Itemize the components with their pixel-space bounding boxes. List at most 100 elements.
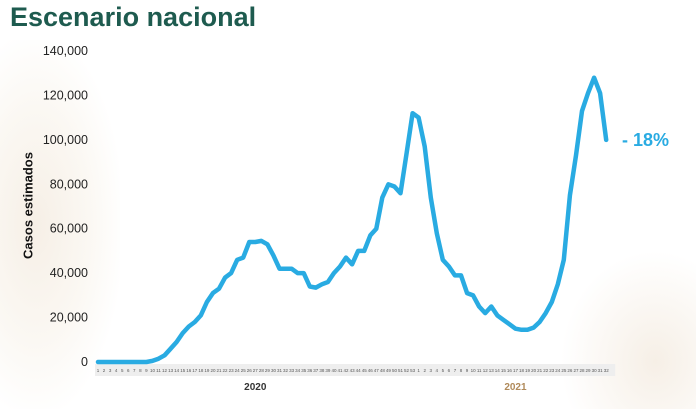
y-tick-label: 140,000: [43, 44, 88, 58]
x-tick-label: 27: [253, 368, 259, 373]
x-tick-label: 29: [265, 368, 271, 373]
x-tick-label: 25: [241, 368, 247, 373]
x-tick-label: 10: [471, 368, 477, 373]
x-tick-label: 17: [192, 368, 198, 373]
x-tick-label: 14: [495, 368, 501, 373]
x-tick-label: 23: [549, 368, 555, 373]
x-tick-label: 5: [442, 368, 445, 373]
x-tick-label: 19: [525, 368, 531, 373]
x-tick-label: 7: [454, 368, 457, 373]
x-tick-label: 30: [271, 368, 277, 373]
x-tick-label: 19: [204, 368, 210, 373]
x-tick-label: 36: [307, 368, 313, 373]
x-tick-label: 17: [513, 368, 519, 373]
x-tick-label: 39: [325, 368, 331, 373]
x-tick-label: 31: [277, 368, 283, 373]
x-tick-label: 34: [295, 368, 301, 373]
x-tick-label: 23: [229, 368, 235, 373]
series-line: [95, 75, 609, 365]
x-tick-label: 20: [210, 368, 216, 373]
chart-title: Escenario nacional: [10, 2, 257, 32]
y-tick-label: 80,000: [50, 177, 88, 191]
x-tick-label: 3: [109, 368, 112, 373]
x-tick-label: 16: [186, 368, 192, 373]
x-tick-label: 6: [127, 368, 130, 373]
y-tick-label: 100,000: [43, 133, 88, 147]
x-tick-label: 41: [337, 368, 343, 373]
x-tick-label: 32: [283, 368, 289, 373]
x-tick-label: 8: [460, 368, 463, 373]
x-tick-label: 22: [543, 368, 549, 373]
x-tick-label: 27: [573, 368, 579, 373]
x-tick-label: 45: [362, 368, 368, 373]
x-tick-label: 47: [374, 368, 380, 373]
x-tick-label: 24: [555, 368, 561, 373]
x-tick-label: 13: [168, 368, 174, 373]
x-tick-label: 53: [410, 368, 416, 373]
x-tick-label: 31: [598, 368, 604, 373]
x-tick-label: 42: [344, 368, 350, 373]
y-tick-label: 20,000: [50, 311, 88, 325]
x-tick-label: 3: [429, 368, 432, 373]
x-tick-label: 29: [586, 368, 592, 373]
x-tick-label: 18: [519, 368, 525, 373]
x-tick-label: 2: [103, 368, 106, 373]
x-tick-label: 4: [115, 368, 118, 373]
x-tick-label: 51: [398, 368, 404, 373]
background-decoration: [560, 250, 696, 409]
x-tick-label: 22: [223, 368, 229, 373]
x-tick-label: 21: [216, 368, 222, 373]
x-tick-label: 9: [145, 368, 148, 373]
x-tick-label: 24: [235, 368, 241, 373]
x-tick-label: 52: [404, 368, 410, 373]
x-tick-label: 8: [139, 368, 142, 373]
x-tick-label: 11: [156, 368, 161, 373]
x-tick-label: 38: [319, 368, 325, 373]
x-tick-label: 25: [561, 368, 567, 373]
x-tick-label: 21: [537, 368, 543, 373]
change-annotation: - 18%: [622, 130, 670, 150]
x-tick-label: 13: [489, 368, 495, 373]
x-tick-label: 12: [483, 368, 489, 373]
x-tick-label: 10: [150, 368, 156, 373]
x-tick-label: 28: [259, 368, 265, 373]
x-tick-label: 20: [531, 368, 537, 373]
x-tick-label: 14: [174, 368, 180, 373]
x-tick-label: 15: [501, 368, 507, 373]
x-tick-label: 12: [162, 368, 168, 373]
x-tick-label: 1: [417, 368, 420, 373]
x-tick-label: 1: [97, 368, 100, 373]
x-axis-band: [95, 364, 616, 376]
x-tick-label: 49: [386, 368, 392, 373]
x-tick-label: 6: [448, 368, 451, 373]
y-tick-label: 40,000: [50, 266, 88, 280]
x-tick-label: 37: [313, 368, 319, 373]
x-tick-label: 44: [356, 368, 362, 373]
y-tick-label: 120,000: [43, 88, 88, 102]
year-label-2020: 2020: [244, 382, 267, 393]
year-label-2021: 2021: [504, 382, 527, 393]
x-tick-label: 9: [466, 368, 469, 373]
x-tick-label: 5: [121, 368, 124, 373]
x-tick-label: 15: [180, 368, 186, 373]
x-tick-label: 43: [350, 368, 356, 373]
x-tick-label: 18: [198, 368, 204, 373]
x-tick-label: 28: [579, 368, 585, 373]
x-tick-label: 4: [436, 368, 439, 373]
background-decoration: [0, 40, 120, 409]
y-tick-label: 0: [81, 355, 88, 369]
x-tick-label: 32: [604, 368, 610, 373]
x-tick-label: 46: [368, 368, 374, 373]
x-tick-label: 11: [477, 368, 482, 373]
x-tick-label: 16: [507, 368, 513, 373]
x-tick-label: 30: [592, 368, 598, 373]
x-tick-label: 40: [331, 368, 337, 373]
x-tick-label: 50: [392, 368, 398, 373]
x-tick-label: 33: [289, 368, 295, 373]
x-tick-label: 26: [567, 368, 573, 373]
x-tick-label: 2: [423, 368, 426, 373]
x-tick-label: 35: [301, 368, 307, 373]
x-tick-label: 48: [380, 368, 386, 373]
x-tick-label: 7: [133, 368, 136, 373]
